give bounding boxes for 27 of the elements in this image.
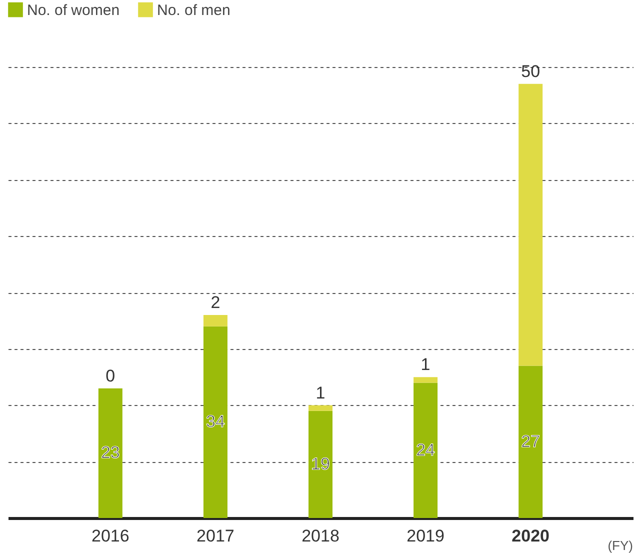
data-label: 50 [521, 62, 540, 81]
bar [414, 377, 438, 383]
bar [414, 382, 438, 518]
data-label: 0 [106, 366, 116, 386]
bar [518, 84, 543, 366]
legend-label: No. of men [157, 2, 230, 19]
data-label: 24 [416, 440, 436, 460]
data-label: 19 [311, 454, 330, 474]
data-label: 2 [210, 293, 220, 312]
data-label: 34 [206, 412, 225, 432]
data-label: 23 [100, 443, 120, 462]
bar [308, 405, 332, 411]
data-label: 27 [521, 432, 540, 451]
x-tick-label: 2017 [196, 526, 234, 546]
x-tick-label: 2018 [302, 526, 340, 546]
data-label: 1 [316, 383, 326, 402]
bar [203, 326, 228, 518]
text: (FY) [608, 538, 633, 553]
bar [308, 410, 332, 518]
x-tick-label: 2016 [92, 526, 130, 546]
legend-label: No. of women [27, 2, 120, 19]
bar [518, 366, 543, 518]
x-tick-label: 2020 [512, 526, 550, 546]
bar [98, 388, 122, 518]
x-tick-label: 2019 [406, 526, 444, 546]
data-label: 1 [420, 355, 430, 374]
bar [203, 315, 228, 326]
